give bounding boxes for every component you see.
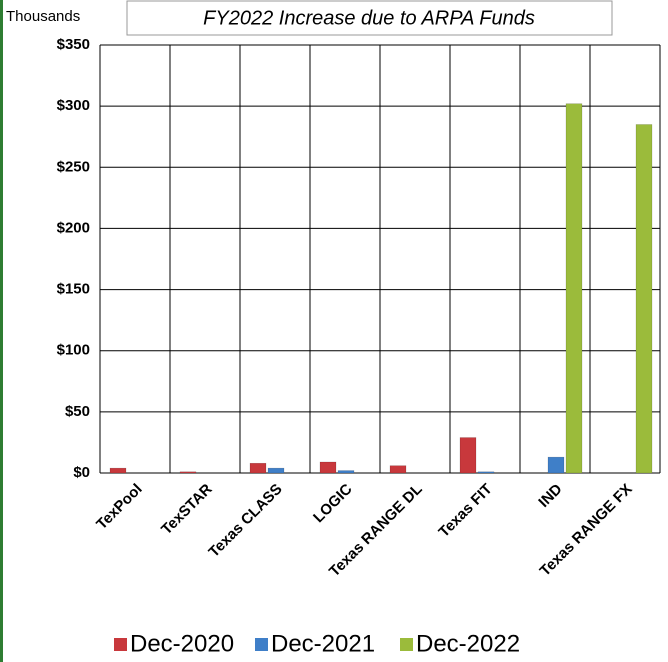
x-tick-label: TexPool xyxy=(93,481,145,533)
bar xyxy=(459,437,477,474)
bar xyxy=(547,456,565,474)
x-tick-label: TexSTAR xyxy=(158,480,216,538)
legend-swatch xyxy=(400,638,413,651)
y-tick-label: $150 xyxy=(57,281,90,298)
bar xyxy=(389,465,407,474)
y-tick-label: $350 xyxy=(57,36,90,53)
bar xyxy=(319,461,337,474)
left-border xyxy=(0,0,3,662)
legend-swatch xyxy=(114,638,127,651)
bar xyxy=(337,470,355,474)
legend-label: Dec-2020 xyxy=(130,630,234,657)
x-tick-label: IND xyxy=(535,481,565,511)
legend-label: Dec-2021 xyxy=(271,630,375,657)
bar xyxy=(635,124,653,474)
legend-swatch xyxy=(255,638,268,651)
bar xyxy=(179,471,197,474)
bar xyxy=(109,467,127,474)
chart-title: FY2022 Increase due to ARPA Funds xyxy=(203,7,535,29)
x-tick-label: Texas CLASS xyxy=(205,481,285,561)
y-axis-label: Thousands xyxy=(6,8,80,25)
bar xyxy=(565,103,583,474)
bar xyxy=(249,462,267,474)
x-tick-label: Texas FIT xyxy=(435,481,495,541)
y-tick-label: $200 xyxy=(57,219,90,236)
legend-label: Dec-2022 xyxy=(416,630,520,657)
y-tick-label: $50 xyxy=(65,403,90,420)
y-tick-label: $100 xyxy=(57,342,90,359)
bar xyxy=(477,471,495,474)
y-tick-label: $0 xyxy=(73,464,90,481)
title-box xyxy=(126,0,613,36)
bar xyxy=(267,467,285,474)
y-tick-label: $250 xyxy=(57,158,90,175)
x-tick-label: LOGIC xyxy=(310,480,356,526)
y-tick-label: $300 xyxy=(57,97,90,114)
